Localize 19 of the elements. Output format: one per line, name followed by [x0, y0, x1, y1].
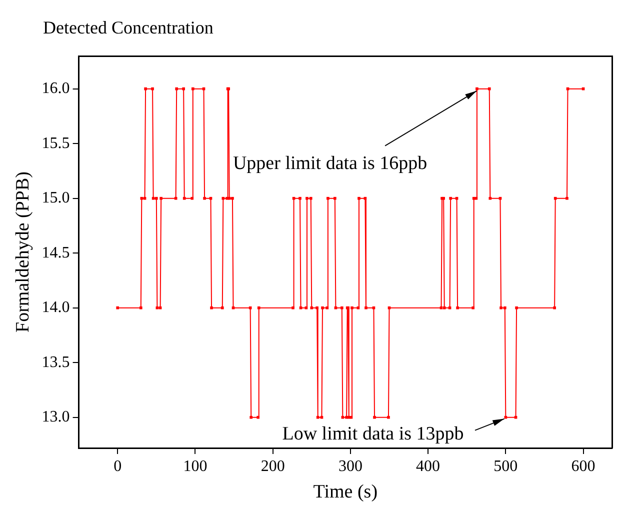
y-tick-label: 14.0 — [42, 299, 70, 316]
x-tick-label: 0 — [114, 458, 122, 475]
x-tick-label: 500 — [494, 458, 518, 475]
x-tick-label: 400 — [416, 458, 440, 475]
y-tick-label: 13.5 — [42, 354, 70, 371]
y-tick-label: 15.5 — [42, 134, 70, 152]
y-tick-label: 13.0 — [42, 408, 70, 426]
annotation: Low limit data is 13ppb — [282, 423, 464, 444]
x-tick-label: 300 — [338, 458, 362, 475]
annotation: Upper limit data is 16ppb — [232, 152, 428, 174]
x-tick-label: 600 — [571, 458, 596, 475]
text: Detected Concentration — [43, 18, 214, 38]
y-tick-label: 14.5 — [42, 244, 70, 262]
x-axis-title: Time (s) — [313, 482, 378, 503]
y-tick-label: 16.0 — [42, 80, 70, 98]
y-tick-label: 15.0 — [42, 190, 70, 207]
y-axis-title: Formaldehyde (PPB) — [12, 172, 34, 332]
x-tick-label: 100 — [183, 458, 208, 475]
x-tick-label: 200 — [260, 458, 285, 475]
